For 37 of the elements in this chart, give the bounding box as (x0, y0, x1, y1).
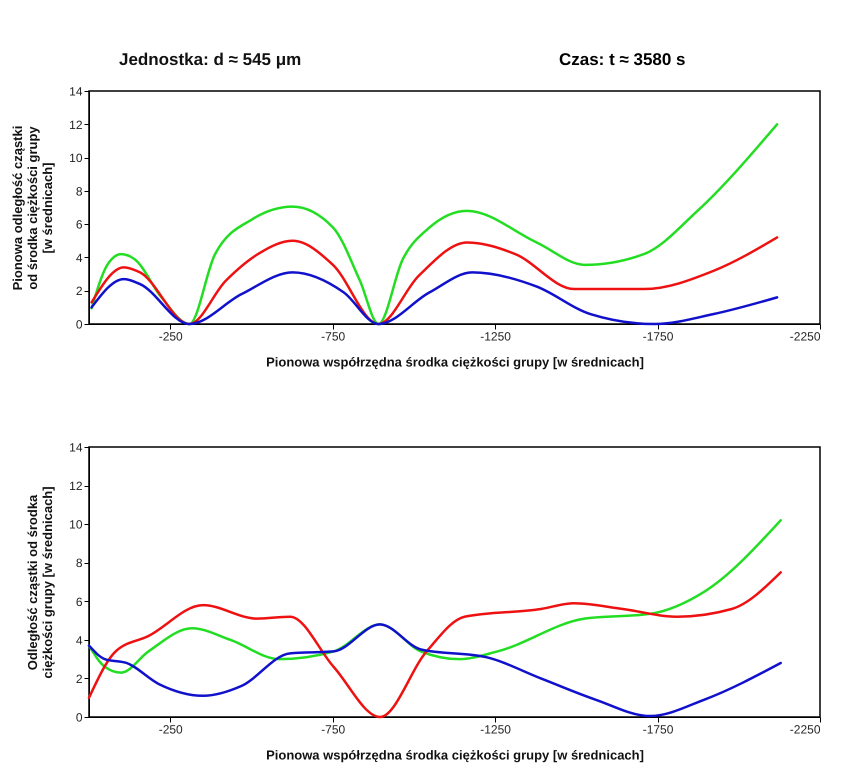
y-tick-label: 10 (69, 518, 83, 532)
line-series (90, 271, 778, 326)
x-axis-title: Pionowa współrzędna środka ciężkości grupy [w średnicach] (266, 354, 644, 370)
y-tick-label: 12 (69, 118, 83, 132)
x-tick-label: -2250 (790, 330, 821, 344)
x-tick-label: -750 (321, 330, 346, 344)
x-tick-label: -250 (158, 722, 184, 736)
y-tick-label: 10 (69, 151, 83, 166)
y-tick-label: 4 (76, 633, 83, 648)
x-tick-label: -1250 (480, 330, 512, 344)
line-series (90, 123, 778, 326)
x-tick-label: -1750 (642, 330, 674, 344)
x-tick-label: -250 (158, 330, 184, 344)
line-series (90, 236, 778, 326)
y-axis-title: Pionowa odległość cząstki od środka ciężkości grupy [w średnicach] (10, 126, 56, 290)
x-axis-title: Pionowa współrzędna środka ciężkości grupy [w średnicach] (266, 748, 644, 762)
y-tick-label: 8 (76, 556, 83, 570)
y-tick-label: 4 (76, 250, 83, 265)
line-series (88, 623, 782, 718)
y-tick-label: 6 (76, 218, 83, 232)
y-tick-label: 6 (76, 594, 83, 609)
y-tick-label: 14 (69, 440, 83, 454)
chart-subtitle: Czas: t ≈ 3580 s (559, 50, 686, 69)
y-tick-label: 0 (76, 710, 83, 724)
x-tick-label: -1750 (642, 722, 674, 736)
line-series (88, 571, 782, 718)
y-tick-label: 2 (76, 672, 83, 686)
chart-title: Jednostka: d ≈ 545 μm (119, 50, 302, 69)
y-tick-label: 12 (69, 479, 83, 494)
y-tick-label: 14 (69, 84, 83, 98)
x-tick-label: -750 (321, 722, 346, 736)
y-tick-label: 0 (76, 318, 83, 332)
y-tick-label: 8 (76, 184, 83, 198)
y-axis-title: Odległość cząstki od środka ciężkości grupy [w średnicach] (25, 486, 56, 679)
x-tick-label: -2250 (790, 722, 821, 736)
x-tick-label: -1250 (480, 722, 512, 736)
y-tick-label: 2 (76, 284, 83, 298)
